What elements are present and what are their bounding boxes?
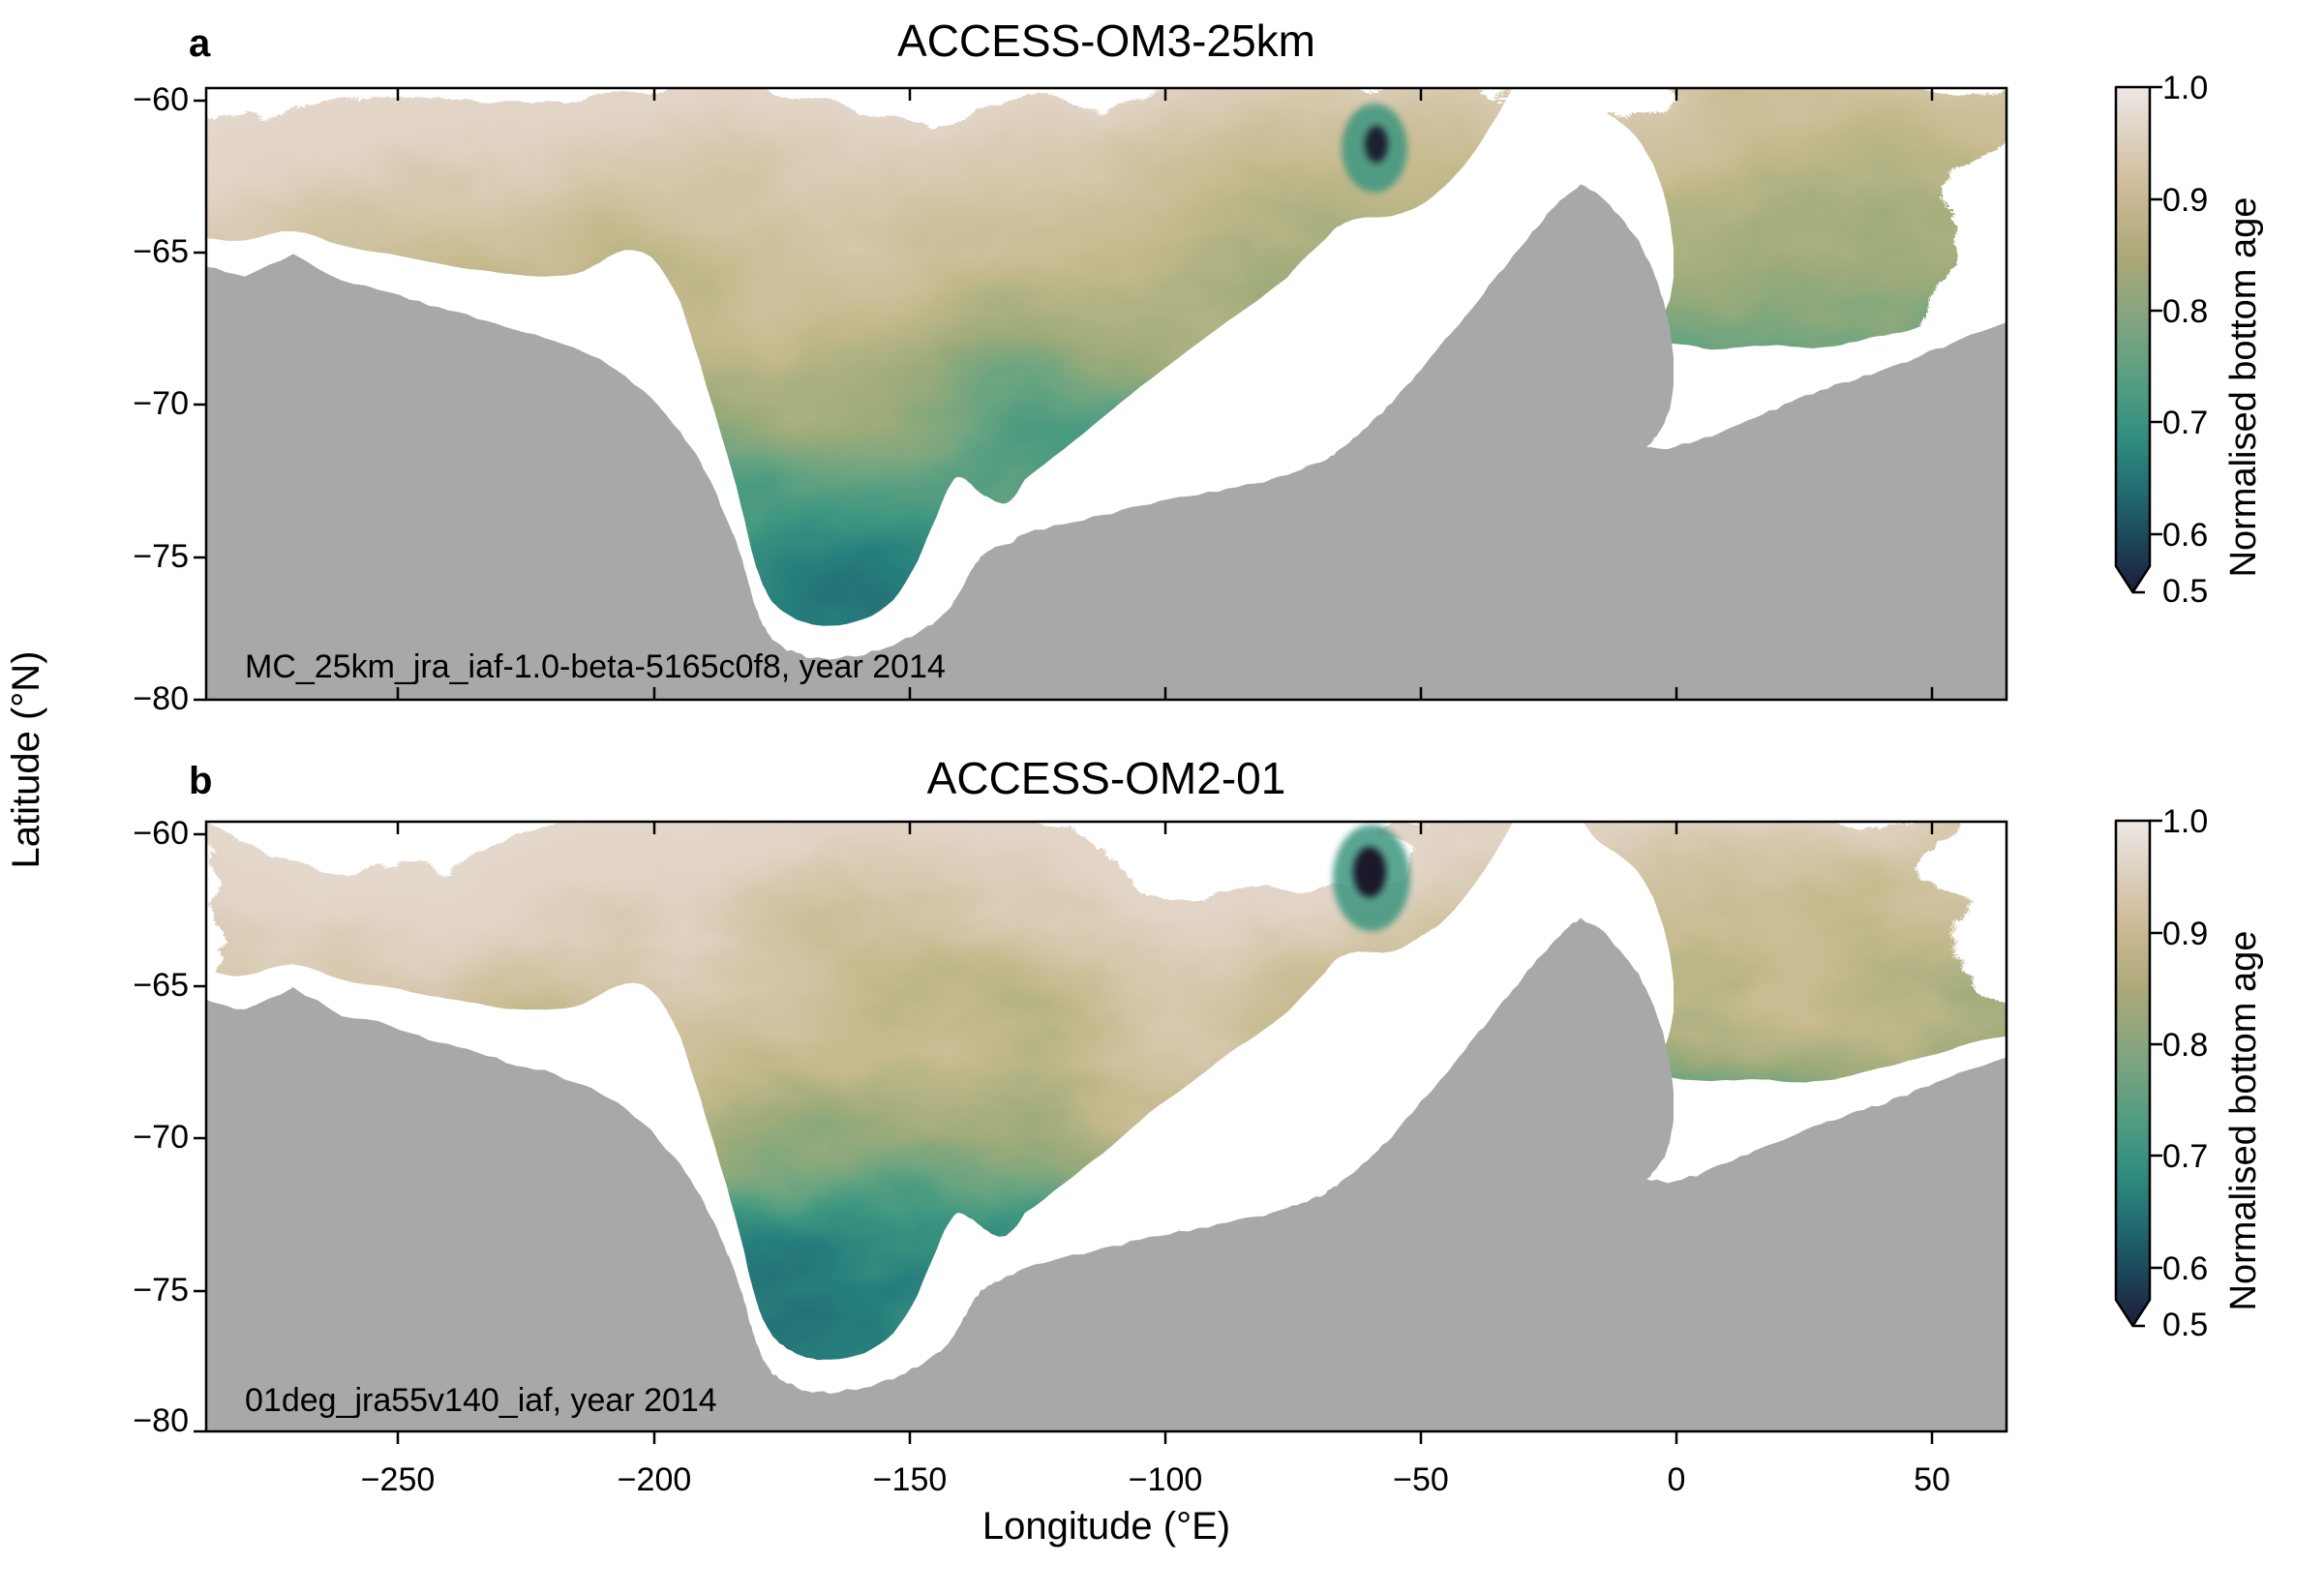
svg-text:Longitude (°E): Longitude (°E) (982, 1505, 1230, 1548)
svg-text:Normalised bottom age: Normalised bottom age (2223, 197, 2264, 578)
svg-text:−100: −100 (1129, 1461, 1203, 1498)
svg-text:0: 0 (1668, 1461, 1686, 1498)
svg-text:−70: −70 (133, 385, 189, 422)
svg-text:−70: −70 (133, 1119, 189, 1156)
svg-text:50: 50 (1914, 1461, 1950, 1498)
svg-text:0.8: 0.8 (2162, 1027, 2208, 1064)
svg-text:b: b (189, 760, 212, 802)
svg-text:−75: −75 (133, 1272, 189, 1308)
svg-text:Normalised bottom age: Normalised bottom age (2223, 931, 2264, 1311)
svg-text:0.7: 0.7 (2162, 1138, 2208, 1175)
svg-text:0.6: 0.6 (2162, 1250, 2208, 1287)
svg-text:−250: −250 (361, 1461, 436, 1498)
svg-text:−80: −80 (133, 680, 189, 717)
svg-text:−60: −60 (133, 815, 189, 852)
svg-text:−50: −50 (1393, 1461, 1449, 1498)
svg-text:−150: −150 (873, 1461, 948, 1498)
svg-text:01deg_jra55v140_iaf, year 2014: 01deg_jra55v140_iaf, year 2014 (245, 1382, 717, 1419)
svg-text:0.9: 0.9 (2162, 916, 2208, 952)
svg-text:0.9: 0.9 (2162, 182, 2208, 219)
svg-text:−65: −65 (133, 233, 189, 270)
svg-text:−80: −80 (133, 1402, 189, 1439)
svg-text:1.0: 1.0 (2162, 803, 2208, 840)
svg-text:ACCESS-OM3-25km: ACCESS-OM3-25km (897, 15, 1315, 66)
svg-text:−60: −60 (133, 81, 189, 118)
svg-text:−65: −65 (133, 967, 189, 1004)
svg-text:ACCESS-OM2-01: ACCESS-OM2-01 (927, 753, 1286, 803)
svg-text:Latitude (°N): Latitude (°N) (5, 651, 47, 869)
svg-text:0.7: 0.7 (2162, 405, 2208, 441)
svg-text:0.5: 0.5 (2162, 1307, 2208, 1343)
svg-text:−75: −75 (133, 538, 189, 575)
svg-text:1.0: 1.0 (2162, 70, 2208, 106)
svg-text:0.8: 0.8 (2162, 293, 2208, 330)
svg-text:MC_25km_jra_iaf-1.0-beta-5165c: MC_25km_jra_iaf-1.0-beta-5165c0f8, year … (245, 648, 946, 685)
svg-text:−200: −200 (618, 1461, 692, 1498)
svg-text:0.6: 0.6 (2162, 517, 2208, 554)
svg-text:a: a (189, 22, 211, 65)
svg-text:0.5: 0.5 (2162, 573, 2208, 610)
